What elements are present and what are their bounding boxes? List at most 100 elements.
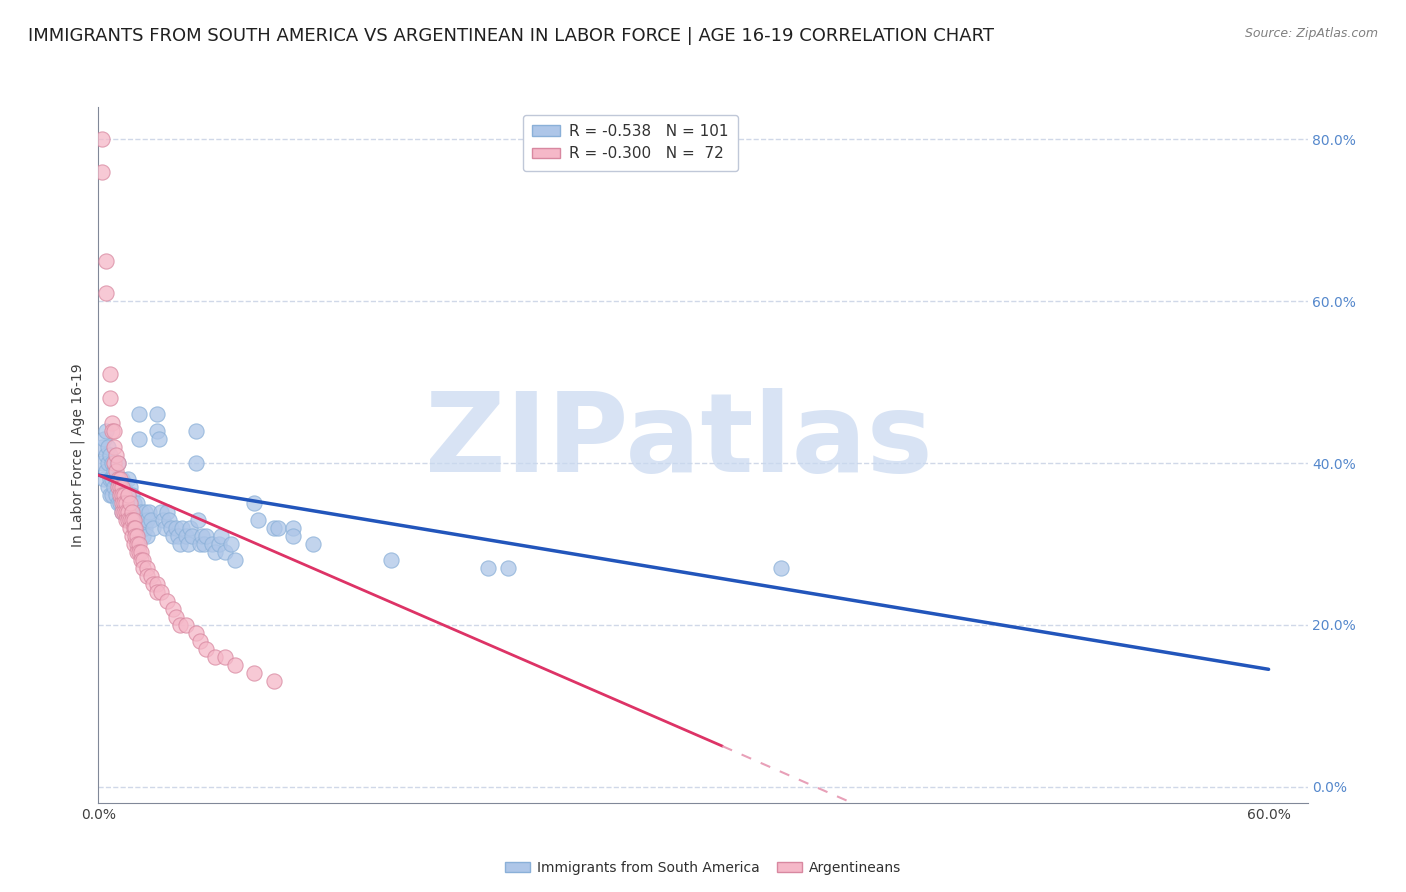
Point <box>111 488 134 502</box>
Point <box>131 521 153 535</box>
Point <box>194 529 217 543</box>
Point <box>114 488 136 502</box>
Point <box>132 561 155 575</box>
Point <box>134 521 156 535</box>
Point <box>107 480 129 494</box>
Legend: Immigrants from South America, Argentineans: Immigrants from South America, Argentine… <box>499 855 907 880</box>
Point <box>124 529 146 543</box>
Point <box>209 529 232 543</box>
Point <box>165 521 187 535</box>
Point <box>98 488 121 502</box>
Point <box>96 448 118 462</box>
Point <box>157 513 180 527</box>
Point <box>91 132 114 146</box>
Point <box>104 448 127 462</box>
Point <box>108 496 131 510</box>
Point <box>93 472 115 486</box>
Point <box>136 569 159 583</box>
Point <box>101 488 124 502</box>
Point <box>127 529 149 543</box>
Point <box>117 504 139 518</box>
Point <box>96 286 118 301</box>
Point <box>121 488 143 502</box>
Point <box>204 650 226 665</box>
Point <box>380 553 402 567</box>
Point <box>111 488 134 502</box>
Point <box>111 472 134 486</box>
Point <box>104 472 127 486</box>
Point <box>200 537 222 551</box>
Point <box>188 634 211 648</box>
Point <box>114 513 136 527</box>
Point <box>101 456 124 470</box>
Point <box>118 513 141 527</box>
Point <box>263 674 285 689</box>
Point <box>204 545 226 559</box>
Point <box>224 553 246 567</box>
Point <box>247 513 270 527</box>
Text: IMMIGRANTS FROM SOUTH AMERICA VS ARGENTINEAN IN LABOR FORCE | AGE 16-19 CORRELAT: IMMIGRANTS FROM SOUTH AMERICA VS ARGENTI… <box>28 27 994 45</box>
Point <box>496 561 519 575</box>
Point <box>214 545 236 559</box>
Point <box>124 521 146 535</box>
Point <box>243 496 266 510</box>
Point <box>142 521 165 535</box>
Point <box>134 504 156 518</box>
Point <box>184 456 207 470</box>
Point <box>124 504 146 518</box>
Point <box>224 658 246 673</box>
Point <box>111 504 134 518</box>
Point <box>136 513 159 527</box>
Point <box>118 496 141 510</box>
Point <box>117 488 139 502</box>
Point <box>193 537 215 551</box>
Point <box>121 504 143 518</box>
Point <box>96 464 118 478</box>
Point <box>142 577 165 591</box>
Point <box>132 513 155 527</box>
Point <box>111 504 134 518</box>
Point <box>112 496 135 510</box>
Point <box>91 456 114 470</box>
Point <box>177 537 200 551</box>
Point <box>162 601 184 615</box>
Point <box>98 367 121 381</box>
Point <box>96 424 118 438</box>
Point <box>122 521 145 535</box>
Point <box>112 488 135 502</box>
Point <box>118 521 141 535</box>
Point <box>107 456 129 470</box>
Point <box>97 480 120 494</box>
Point <box>136 529 159 543</box>
Point <box>153 521 176 535</box>
Point <box>243 666 266 681</box>
Point <box>117 513 139 527</box>
Point <box>191 529 214 543</box>
Point <box>283 521 305 535</box>
Point <box>107 472 129 486</box>
Point <box>128 537 150 551</box>
Text: Source: ZipAtlas.com: Source: ZipAtlas.com <box>1244 27 1378 40</box>
Point <box>138 504 160 518</box>
Point <box>156 504 179 518</box>
Point <box>122 513 145 527</box>
Point <box>117 488 139 502</box>
Point <box>112 504 135 518</box>
Point <box>219 537 242 551</box>
Point <box>267 521 290 535</box>
Point <box>97 456 120 470</box>
Point <box>107 496 129 510</box>
Point <box>146 408 169 422</box>
Legend: R = -0.538   N = 101, R = -0.300   N =  72: R = -0.538 N = 101, R = -0.300 N = 72 <box>523 115 738 170</box>
Point <box>112 480 135 494</box>
Point <box>121 529 143 543</box>
Point <box>136 561 159 575</box>
Point <box>302 537 325 551</box>
Point <box>111 480 134 494</box>
Point <box>187 513 209 527</box>
Point <box>98 448 121 462</box>
Point <box>98 472 121 486</box>
Point <box>103 480 125 494</box>
Point <box>96 253 118 268</box>
Point <box>114 496 136 510</box>
